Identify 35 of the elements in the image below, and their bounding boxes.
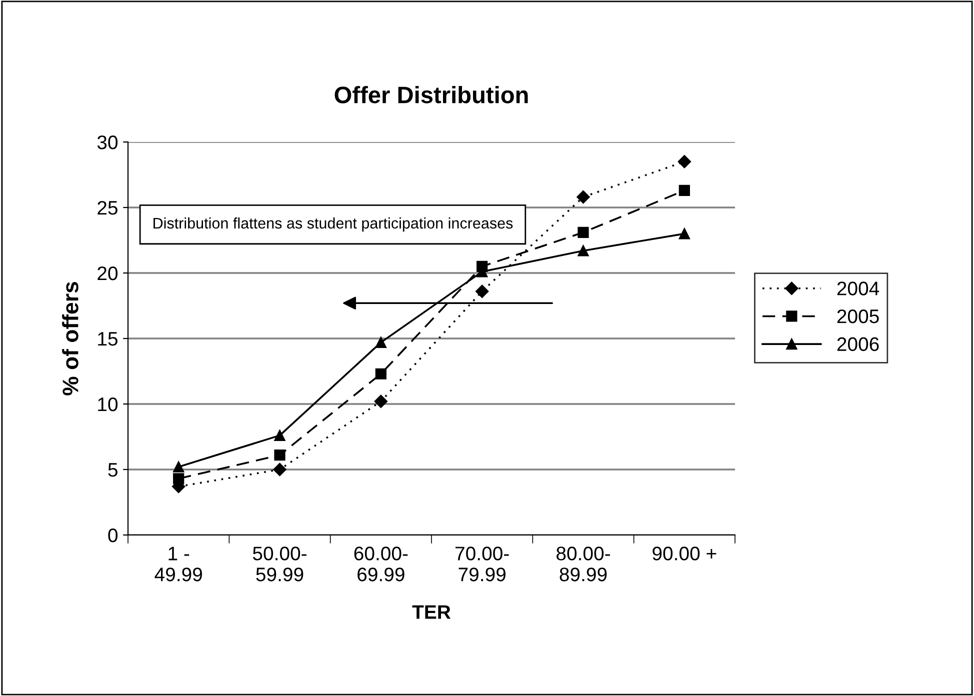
point [576, 190, 590, 204]
legend-label: 2005 [837, 309, 879, 324]
y-tick-label: 25 [98, 200, 118, 215]
y-axis-title: % of offers [62, 282, 78, 396]
legend-label: 2004 [837, 282, 880, 296]
point [678, 155, 692, 168]
point [578, 226, 589, 238]
x-tick-label: 70.00- 79.99 [456, 546, 509, 582]
point [578, 245, 589, 256]
point [375, 368, 386, 380]
x-axis-title: TER [412, 605, 451, 619]
y-tick-label: 5 [108, 463, 118, 477]
y-tick-label: 30 [97, 135, 118, 150]
point [678, 184, 690, 196]
y-tick-label: 10 [98, 397, 118, 412]
x-tick-label: 90.00 + [652, 546, 716, 560]
point [375, 336, 386, 348]
x-tick-label: 1 - 49.99 [154, 546, 202, 582]
legend-label: 2006 [837, 337, 879, 352]
point [475, 284, 489, 298]
point [374, 394, 388, 408]
y-tick-label: 20 [98, 266, 118, 280]
point [173, 461, 184, 472]
point [274, 450, 286, 461]
x-tick-label: 80.00- 89.99 [556, 546, 610, 582]
chart-title: Offer Distribution [334, 86, 528, 104]
y-tick-label: 15 [98, 332, 118, 346]
y-tick-label: 0 [108, 528, 118, 542]
point [273, 462, 286, 476]
x-tick-label: 50.00- 59.99 [252, 546, 306, 582]
x-tick-label: 60.00- 69.99 [354, 546, 408, 582]
point [678, 228, 690, 240]
point [173, 473, 184, 484]
point [274, 430, 286, 441]
annotation: Distribution flattens as student participation increases [154, 217, 513, 232]
